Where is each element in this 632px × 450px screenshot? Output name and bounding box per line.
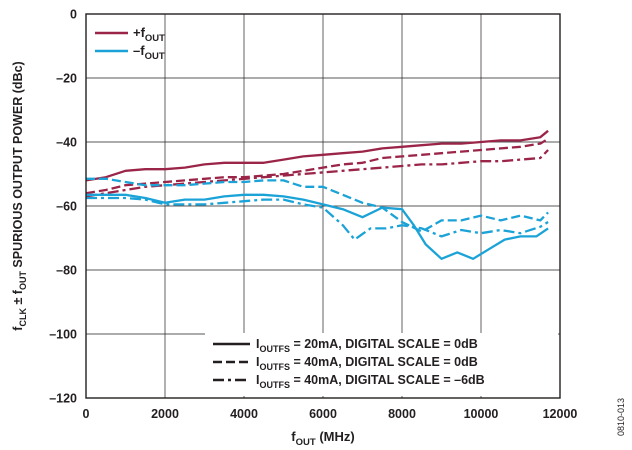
series-line-minus-dashdot [86,198,548,240]
legend-series-color: +fOUT–fOUT [95,25,165,62]
x-tick-label: 12000 [543,407,578,421]
legend-line-style: IOUTFS = 20mA, DIGITAL SCALE = 0dBIOUTFS… [205,333,558,396]
y-tick-label: 0 [70,8,77,22]
y-tick-label: –80 [56,264,77,278]
legend-label-minus: –fOUT [133,43,165,62]
x-tick-label: 0 [83,407,90,421]
series-lines [86,131,548,259]
y-tick-label: –40 [56,136,77,150]
y-tick-label: –60 [56,200,77,214]
series-line-minus-solid [86,195,548,259]
series-line-plus-dashdot [86,150,548,196]
x-tick-label: 8000 [388,407,416,421]
x-tick-labels: 0 2000 4000 6000 8000 10000 12000 [83,407,578,421]
x-tick-label: 10000 [464,407,499,421]
series-line-plus-solid [86,131,548,181]
y-tick-label: –100 [49,328,77,342]
svg-text:fCLK ± fOUT SPURIOUS OUTPUT PO: fCLK ± fOUT SPURIOUS OUTPUT POWER (dBc) [11,61,28,330]
y-tick-label: –120 [49,392,77,406]
legend-label-plus: +fOUT [133,25,165,44]
x-axis-label: fOUT (MHz) [291,429,354,448]
x-tick-label: 4000 [230,407,258,421]
figure-id-label: 0810-013 [616,398,626,436]
y-axis-label: fCLK ± fOUT SPURIOUS OUTPUT POWER (dBc) [11,61,28,330]
y-tick-label: –20 [56,72,77,86]
y-tick-labels: 0 –20 –40 –60 –80 –100 –120 [49,8,77,406]
x-tick-label: 6000 [309,407,337,421]
x-tick-label: 2000 [151,407,179,421]
